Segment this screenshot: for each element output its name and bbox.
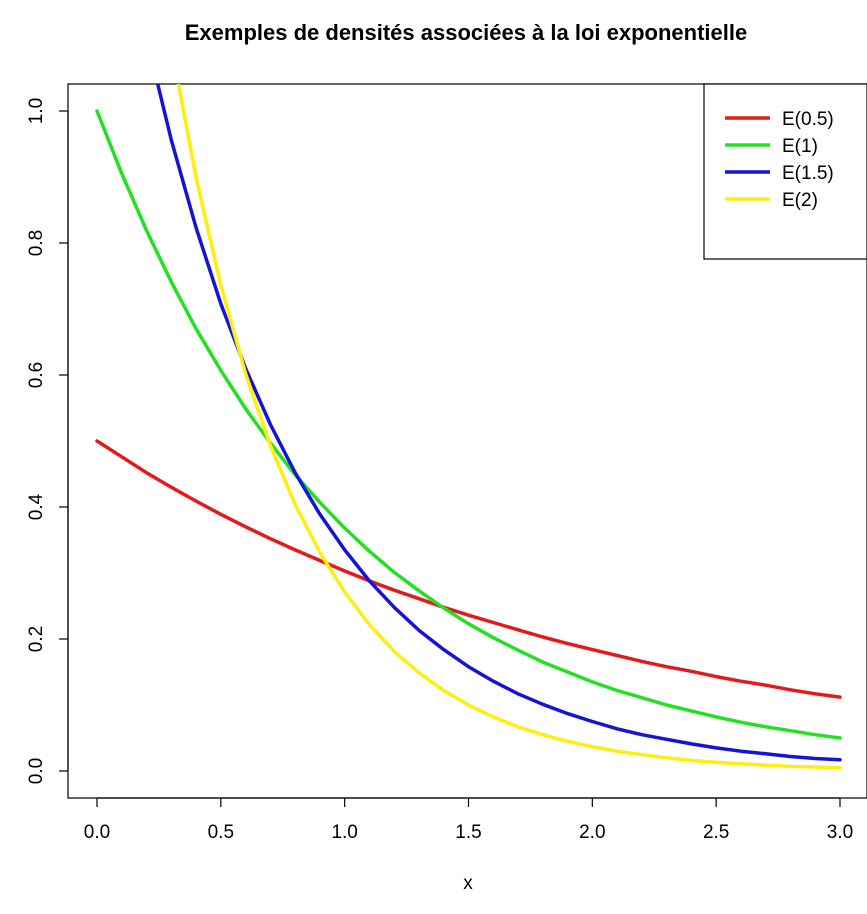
legend-label-3: E(2) [782,190,818,211]
x-tick-label: 1.0 [331,822,357,843]
y-tick-label: 0.4 [26,493,47,520]
legend-label-2: E(1.5) [782,163,834,184]
x-tick-label: 0.5 [208,822,234,843]
x-axis: 0.0 0.5 1.0 1.5 2.0 2.5 3.0 [84,798,853,843]
x-axis-label: x [463,873,473,894]
y-tick-label: 0.8 [26,230,47,256]
x-tick-label: 2.5 [703,822,729,843]
y-tick-label: 0.0 [26,758,47,784]
y-tick-label: 0.2 [26,626,47,652]
x-tick-label: 0.0 [84,822,110,843]
y-axis: 0.0 0.2 0.4 0.6 0.8 1.0 [26,98,68,784]
legend-label-1: E(1) [782,136,818,157]
legend-label-0: E(0.5) [782,109,834,130]
x-tick-label: 2.0 [579,822,605,843]
x-tick-label: 3.0 [827,822,853,843]
series-line-0 [97,441,840,697]
y-tick-label: 1.0 [26,98,47,124]
y-tick-label: 0.6 [26,362,47,388]
legend: E(0.5) E(1) E(1.5) E(2) [704,84,867,259]
chart-title: Exemples de densités associées à la loi … [185,20,747,45]
x-tick-label: 1.5 [455,822,481,843]
